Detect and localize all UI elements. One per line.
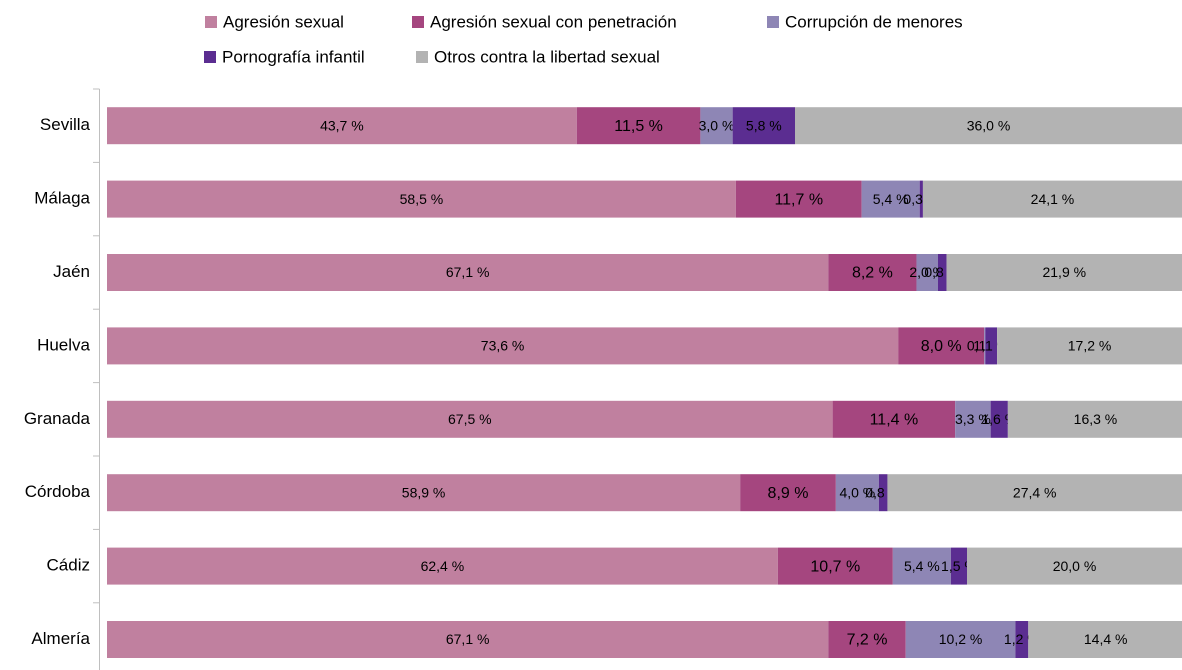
bar-segment bbox=[1015, 621, 1029, 658]
bar-segment bbox=[835, 474, 879, 512]
bar-segment bbox=[107, 621, 829, 658]
legend-swatch bbox=[767, 16, 779, 28]
y-tick-label: Cádiz bbox=[47, 556, 90, 575]
value-label: 5,4 % bbox=[873, 191, 909, 207]
bar-segment bbox=[107, 327, 899, 365]
bar-segment bbox=[1028, 621, 1182, 658]
bar-segment bbox=[937, 254, 947, 291]
legend-swatch bbox=[412, 16, 424, 28]
bar-segment bbox=[916, 254, 938, 291]
value-label: 10,2 % bbox=[939, 631, 983, 647]
bar-segment bbox=[107, 547, 778, 585]
value-label: 67,1 % bbox=[446, 264, 490, 280]
value-label: 7,2 % bbox=[847, 632, 888, 649]
bar-segment bbox=[107, 474, 741, 512]
bar-segment bbox=[878, 474, 888, 512]
bar-segment bbox=[732, 107, 795, 145]
bar-segment bbox=[922, 180, 1182, 218]
legend-label: Agresión sexual con penetración bbox=[430, 12, 677, 31]
value-label: 11,7 % bbox=[774, 191, 823, 208]
value-label: 14,4 % bbox=[1084, 631, 1128, 647]
y-tick-label: Almería bbox=[31, 629, 90, 648]
bar-segment bbox=[107, 107, 577, 145]
y-tick-label: Córdoba bbox=[25, 482, 91, 501]
bar-segment bbox=[990, 400, 1008, 438]
bar-segment bbox=[107, 180, 736, 218]
bar-segment bbox=[919, 180, 923, 218]
bar-segment bbox=[967, 547, 1182, 585]
legend-label: Agresión sexual bbox=[223, 12, 344, 31]
bar-segment bbox=[576, 107, 701, 145]
legend-swatch bbox=[204, 51, 216, 63]
legend-swatch bbox=[205, 16, 217, 28]
bar-segment bbox=[892, 547, 951, 585]
value-label: 62,4 % bbox=[421, 558, 465, 574]
bar-segment bbox=[905, 621, 1016, 658]
bar-segment bbox=[107, 254, 829, 291]
value-label: 24,1 % bbox=[1031, 191, 1075, 207]
value-label: 5,8 % bbox=[746, 117, 782, 133]
value-label: 21,9 % bbox=[1042, 264, 1086, 280]
bar-segment bbox=[984, 327, 986, 365]
value-label: 43,7 % bbox=[320, 117, 364, 133]
value-label: 16,3 % bbox=[1074, 411, 1118, 427]
bar-segment bbox=[887, 474, 1182, 512]
value-label: 3,3 % bbox=[955, 411, 991, 427]
legend-label: Pornografía infantil bbox=[222, 47, 365, 66]
value-label: 8,9 % bbox=[768, 485, 809, 502]
value-label: 5,4 % bbox=[904, 558, 940, 574]
bar-segment bbox=[700, 107, 733, 145]
y-tick-label: Huelva bbox=[37, 335, 90, 354]
y-tick-label: Granada bbox=[24, 409, 91, 428]
bar-segment bbox=[861, 180, 920, 218]
value-label: 11,5 % bbox=[614, 118, 663, 135]
bar-segment bbox=[795, 107, 1182, 145]
value-label: 4,0 % bbox=[839, 484, 875, 500]
legend-label: Corrupción de menores bbox=[785, 12, 963, 31]
y-tick-label: Málaga bbox=[34, 189, 90, 208]
bar-segment bbox=[1007, 400, 1182, 438]
bar-segment bbox=[955, 400, 991, 438]
bar-segment bbox=[946, 254, 1182, 291]
value-label: 73,6 % bbox=[481, 338, 525, 354]
value-label: 58,9 % bbox=[402, 484, 446, 500]
value-label: 27,4 % bbox=[1013, 484, 1057, 500]
value-label: 10,7 % bbox=[810, 558, 860, 575]
bar-segment bbox=[828, 621, 906, 658]
value-label: 8,0 % bbox=[921, 338, 962, 355]
value-label: 67,1 % bbox=[446, 631, 490, 647]
bar-segment bbox=[985, 327, 998, 365]
bar-segment bbox=[997, 327, 1182, 365]
value-label: 20,0 % bbox=[1053, 558, 1097, 574]
y-tick-label: Sevilla bbox=[40, 115, 91, 134]
bar-segment bbox=[832, 400, 956, 438]
value-label: 58,5 % bbox=[400, 191, 444, 207]
value-label: 2,0 % bbox=[909, 264, 945, 280]
value-label: 17,2 % bbox=[1068, 338, 1112, 354]
bar-segment bbox=[777, 547, 893, 585]
bar-segment bbox=[740, 474, 836, 512]
legend-label: Otros contra la libertad sexual bbox=[434, 47, 660, 66]
bar-segment bbox=[107, 400, 833, 438]
value-label: 11,4 % bbox=[870, 412, 919, 429]
legend-swatch bbox=[416, 51, 428, 63]
value-label: 3,0 % bbox=[699, 117, 735, 133]
value-label: 36,0 % bbox=[967, 117, 1011, 133]
bar-segment bbox=[950, 547, 967, 585]
bar-segment bbox=[828, 254, 917, 291]
bar-segment bbox=[898, 327, 985, 365]
value-label: 67,5 % bbox=[448, 411, 492, 427]
value-label: 8,2 % bbox=[852, 265, 893, 282]
bar-segment bbox=[735, 180, 862, 218]
y-tick-label: Jaén bbox=[53, 262, 90, 281]
